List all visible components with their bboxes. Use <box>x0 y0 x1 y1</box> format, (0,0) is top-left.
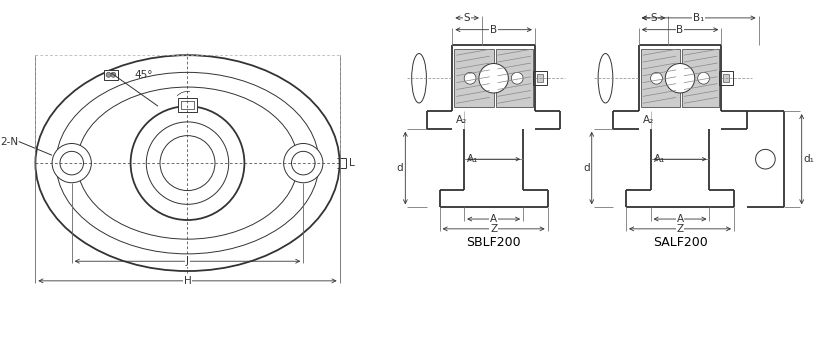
Text: A: A <box>676 214 684 224</box>
Text: L: L <box>349 158 355 168</box>
Text: B: B <box>490 25 497 35</box>
Bar <box>723 74 730 82</box>
Bar <box>104 70 118 80</box>
Bar <box>682 49 719 107</box>
Text: S: S <box>463 13 471 23</box>
Bar <box>178 98 197 112</box>
Text: d: d <box>583 163 590 173</box>
Text: B: B <box>676 25 684 35</box>
Text: d: d <box>397 163 403 173</box>
Circle shape <box>698 72 709 84</box>
Circle shape <box>512 72 523 84</box>
Text: J: J <box>186 256 189 266</box>
Text: A₂: A₂ <box>456 115 468 125</box>
Text: d₁: d₁ <box>804 154 814 164</box>
Bar <box>455 49 494 107</box>
Text: S: S <box>650 13 657 23</box>
Circle shape <box>111 72 116 77</box>
Circle shape <box>665 64 694 93</box>
Text: 45°: 45° <box>134 70 153 80</box>
Text: Z: Z <box>490 224 497 234</box>
Text: A₁: A₁ <box>467 154 478 164</box>
Circle shape <box>284 144 323 183</box>
Circle shape <box>106 72 111 77</box>
Bar <box>641 49 680 107</box>
Circle shape <box>464 72 476 84</box>
Bar <box>533 71 547 85</box>
Circle shape <box>650 72 663 84</box>
Text: A: A <box>490 214 497 224</box>
Bar <box>719 71 733 85</box>
Text: A₁: A₁ <box>654 154 665 164</box>
Text: SALF200: SALF200 <box>653 236 707 249</box>
Circle shape <box>52 144 91 183</box>
Text: H: H <box>184 276 192 286</box>
Bar <box>180 101 194 109</box>
Circle shape <box>479 64 508 93</box>
Text: SBLF200: SBLF200 <box>466 236 521 249</box>
Text: A₂: A₂ <box>643 115 654 125</box>
Bar <box>537 74 543 82</box>
Text: Z: Z <box>676 224 684 234</box>
Text: B₁: B₁ <box>693 13 704 23</box>
Text: 2-N: 2-N <box>1 137 19 147</box>
Bar <box>495 49 533 107</box>
